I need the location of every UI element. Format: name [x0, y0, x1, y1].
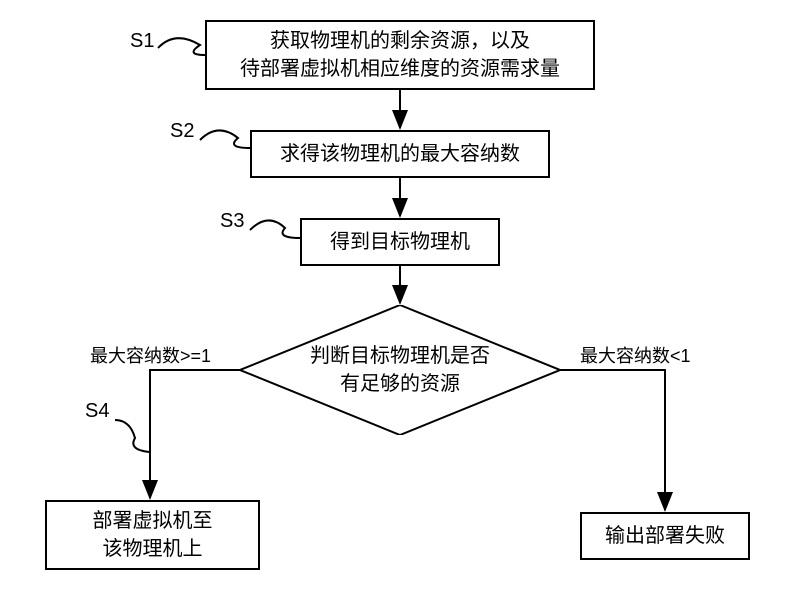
deploy-line2: 该物理机上 — [103, 538, 203, 560]
decision-line2: 有足够的资源 — [340, 373, 460, 395]
step-s1-line1: 获取物理机的剩余资源，以及 — [270, 30, 530, 52]
deploy-line1: 部署虚拟机至 — [93, 510, 213, 532]
label-s4: S4 — [85, 400, 109, 423]
step-s3-box: 得到目标物理机 — [300, 218, 500, 266]
fail-box: 输出部署失败 — [580, 512, 750, 560]
step-s1-line2: 待部署虚拟机相应维度的资源需求量 — [240, 58, 560, 80]
step-s1-box: 获取物理机的剩余资源，以及 待部署虚拟机相应维度的资源需求量 — [205, 20, 595, 90]
decision-line1: 判断目标物理机是否 — [310, 345, 490, 367]
edge-label-yes: 最大容纳数>=1 — [90, 342, 211, 368]
deploy-box: 部署虚拟机至 该物理机上 — [45, 500, 260, 570]
step-s3-text: 得到目标物理机 — [330, 228, 470, 256]
step-s2-box: 求得该物理机的最大容纳数 — [250, 130, 550, 178]
decision-node: 判断目标物理机是否 有足够的资源 — [240, 305, 560, 435]
label-s2: S2 — [170, 120, 194, 143]
label-s1: S1 — [130, 30, 154, 53]
edge-label-no: 最大容纳数<1 — [580, 342, 691, 368]
fail-text: 输出部署失败 — [605, 522, 725, 550]
step-s2-text: 求得该物理机的最大容纳数 — [280, 140, 520, 168]
label-s3: S3 — [220, 210, 244, 233]
